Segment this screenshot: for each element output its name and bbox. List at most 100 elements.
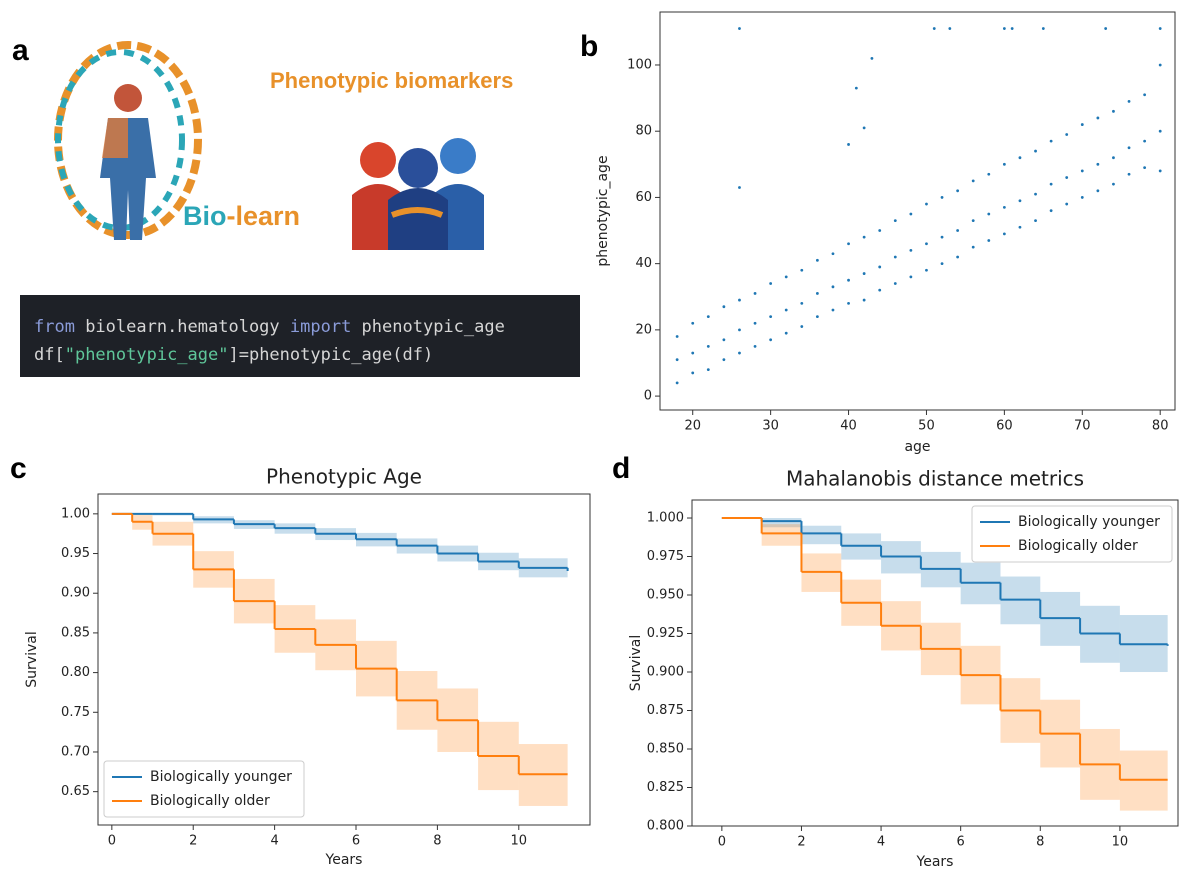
chart-title: Phenotypic Age (266, 465, 422, 489)
x-tick-label: 10 (1112, 835, 1129, 850)
point (1158, 63, 1162, 67)
point (1158, 129, 1162, 133)
band-segment (761, 524, 802, 546)
point (909, 249, 913, 252)
point (971, 179, 975, 183)
y-tick-label: 0.875 (647, 703, 684, 718)
point (956, 255, 960, 259)
point (769, 315, 773, 319)
x-tick-label: 20 (684, 419, 701, 434)
point (893, 219, 897, 223)
y-tick-label: 40 (635, 256, 652, 271)
point (784, 308, 788, 312)
point (675, 381, 679, 385)
y-tick-label: 0.850 (647, 742, 684, 757)
panel-label: d (612, 452, 630, 485)
y-tick-label: 0.925 (647, 626, 684, 641)
point (1002, 205, 1006, 209)
point (847, 143, 850, 146)
point (738, 298, 741, 302)
point (1018, 199, 1022, 203)
code-block (20, 295, 580, 377)
point (878, 229, 882, 232)
point (800, 301, 804, 305)
legend-label: Biologically younger (150, 769, 292, 785)
x-tick-label: 10 (511, 834, 528, 849)
y-tick-label: 0.80 (61, 665, 90, 680)
bio-learn-art (54, 41, 202, 240)
point (1034, 149, 1037, 153)
point (925, 268, 928, 272)
chart-title: Mahalanobis distance metrics (786, 467, 1084, 491)
point (925, 242, 928, 246)
x-axis-label: Years (325, 852, 363, 868)
point (909, 212, 913, 216)
x-tick-label: 0 (718, 835, 726, 850)
x-tick-label: 50 (918, 419, 935, 434)
y-tick-label: 1.000 (647, 511, 684, 526)
x-tick-label: 80 (1152, 419, 1169, 434)
y-tick-label: 0.85 (61, 625, 90, 640)
y-axis-label: Survival (628, 635, 644, 691)
point (847, 278, 850, 282)
point (1002, 232, 1006, 236)
code-token: ]=phenotypic_age(df) (228, 345, 433, 365)
code-token: biolearn.hematology (75, 317, 290, 337)
point (847, 242, 850, 246)
point (1018, 156, 1022, 160)
point (1065, 133, 1069, 136)
y-tick-label: 0 (644, 389, 652, 404)
y-tick-label: 0.65 (61, 784, 90, 799)
code-token: phenotypic_age (351, 317, 505, 337)
point (831, 285, 835, 289)
band-segment (761, 518, 802, 528)
point (987, 172, 991, 176)
x-tick-label: 6 (957, 835, 965, 850)
point (753, 345, 757, 348)
point (1065, 176, 1069, 179)
point (1158, 169, 1162, 173)
point (722, 338, 726, 342)
x-tick-label: 4 (270, 834, 278, 849)
people-art (352, 138, 484, 250)
point (831, 308, 835, 312)
y-tick-label: 1.00 (61, 506, 90, 521)
point (862, 298, 866, 302)
y-tick-label: 0.800 (647, 819, 684, 834)
y-tick-label: 0.95 (61, 546, 90, 561)
point (738, 351, 741, 355)
x-tick-label: 2 (797, 835, 805, 850)
y-tick-label: 0.70 (61, 744, 90, 759)
point (1080, 196, 1084, 199)
point (753, 292, 757, 295)
point (893, 282, 897, 285)
point (815, 258, 819, 262)
point (1080, 123, 1084, 126)
y-tick-label: 0.900 (647, 665, 684, 680)
point (831, 252, 835, 256)
point (769, 338, 773, 342)
point (1065, 202, 1069, 206)
point (738, 328, 741, 332)
point (1127, 100, 1131, 103)
point (940, 196, 944, 199)
point (1018, 225, 1022, 229)
legend-box (971, 505, 1173, 563)
point (722, 358, 726, 362)
point (1112, 182, 1115, 186)
x-axis-label: age (904, 439, 930, 455)
point (675, 358, 679, 362)
y-tick-label: 0.75 (61, 705, 90, 720)
code-token: "phenotypic_age" (65, 345, 229, 365)
point (769, 282, 773, 285)
point (722, 305, 726, 309)
point (925, 202, 928, 206)
point (1049, 209, 1053, 213)
point (738, 186, 741, 189)
point (1096, 189, 1100, 193)
point (1096, 116, 1100, 120)
point (1104, 27, 1108, 30)
logo: Bio-learn (183, 201, 300, 231)
point (1034, 192, 1037, 196)
point (870, 56, 874, 60)
